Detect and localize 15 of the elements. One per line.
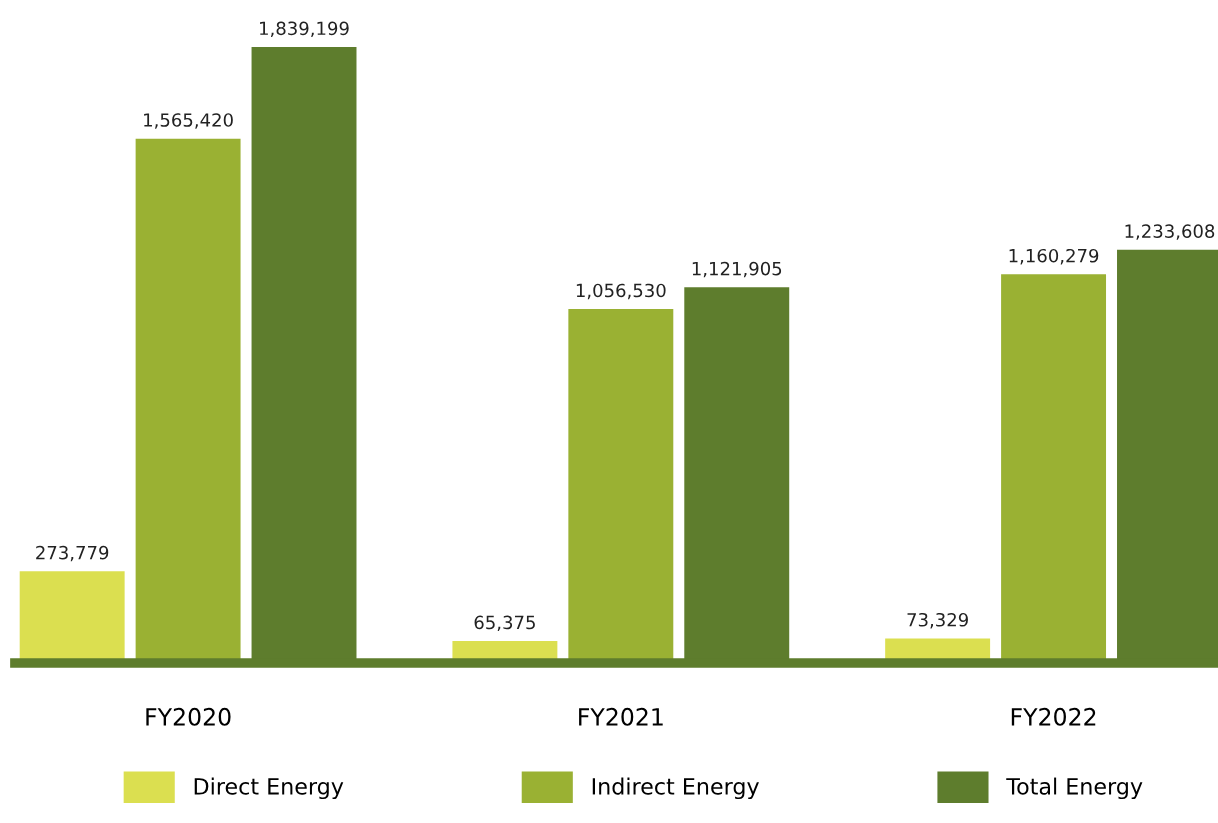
data-label: 1,565,420 [144, 113, 233, 129]
data-label: 1,121,905 [692, 261, 782, 278]
data-label: 273,779 [36, 545, 109, 562]
x-tick-label: FY2020 [146, 707, 231, 726]
data-label: 1,056,530 [576, 283, 666, 300]
legend-label: Total Energy [1006, 777, 1143, 800]
legend-label: Indirect Energy [592, 777, 759, 800]
data-label: 1,160,279 [1009, 248, 1099, 265]
data-label: 1,233,608 [1125, 224, 1215, 240]
legend-label: Direct Energy [194, 777, 344, 800]
x-tick-label: FY2021 [579, 707, 663, 726]
x-tick-label: FY2022 [1011, 707, 1096, 726]
data-label: 73,329 [907, 612, 968, 629]
data-label: 65,375 [474, 615, 535, 632]
data-label: 1,839,199 [260, 21, 349, 37]
